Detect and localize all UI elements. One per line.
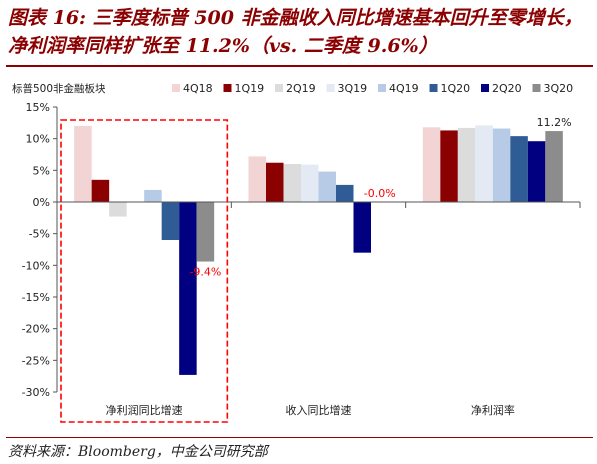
bar-chart: 标普500非金融板块 4Q18 1Q19 2Q19 3Q19 4Q19 1Q20 2Q20 3… — [12, 82, 581, 423]
legend-label-3Q19: 3Q19 — [338, 82, 368, 95]
legend-label-2Q20: 2Q20 — [492, 82, 522, 95]
y-tick-label: -15% — [22, 291, 50, 304]
legend-swatch-2Q20 — [481, 84, 489, 92]
data-labels: -9.4% -0.0% 11.2% — [189, 116, 571, 278]
y-tick-label: -20% — [22, 323, 50, 336]
bar-4Q18-0 — [74, 126, 92, 202]
legend-swatch-2Q19 — [275, 84, 283, 92]
y-axis: 15% 10% 5% 0% -5% -10% -15% -20% -25% -30% — [22, 101, 58, 399]
bar-1Q20-1 — [336, 184, 354, 202]
legend-label-3Q20: 3Q20 — [544, 82, 574, 95]
y-tick-label: -30% — [22, 386, 50, 399]
x-axis: 净利润同比增速 收入同比增速 净利润率 — [57, 201, 581, 417]
bar-3Q19-2 — [475, 125, 493, 202]
legend-label-2Q19: 2Q19 — [286, 82, 316, 95]
bar-1Q20-2 — [510, 136, 528, 202]
legend-label-1Q20: 1Q20 — [441, 82, 471, 95]
bar-4Q19-1 — [318, 171, 336, 202]
legend-label-4Q18: 4Q18 — [183, 82, 213, 95]
bar-4Q18-2 — [422, 127, 441, 202]
data-label-3Q20-0: -9.4% — [189, 266, 221, 279]
y-tick-label: 15% — [26, 101, 50, 114]
figure-title: 图表 16: 三季度标普 500 非金融收入同比增速基本回升至零增长，净利润率同… — [8, 7, 583, 57]
bar-4Q19-0 — [144, 189, 162, 202]
category-label: 净利润同比增速 — [106, 403, 183, 417]
legend-swatch-3Q19 — [326, 84, 335, 92]
y-tick-label: -25% — [22, 354, 50, 367]
bar-1Q19-1 — [266, 162, 284, 202]
category-label: 净利润率 — [471, 403, 515, 417]
bar-1Q20-0 — [161, 202, 180, 240]
bar-2Q20-1 — [353, 202, 371, 253]
bar-2Q20-0 — [179, 202, 197, 375]
chart-unit-label: 标普500非金融板块 — [12, 82, 106, 95]
bar-4Q19-2 — [492, 128, 511, 202]
legend-swatch-1Q20 — [429, 84, 438, 92]
bars — [74, 125, 563, 375]
bar-2Q19-1 — [283, 164, 301, 202]
source-rule — [6, 437, 593, 438]
legend-swatch-3Q20 — [532, 84, 541, 92]
bar-3Q20-2 — [545, 131, 563, 202]
legend-swatch-4Q19 — [378, 84, 386, 92]
bar-1Q19-2 — [440, 130, 458, 202]
bar-2Q20-2 — [527, 141, 546, 202]
bar-3Q19-1 — [301, 164, 319, 202]
y-tick-label: 5% — [33, 164, 50, 177]
title-rule — [6, 65, 593, 67]
chart-legend: 4Q18 1Q19 2Q19 3Q19 4Q19 1Q20 2Q20 3Q20 — [172, 82, 573, 95]
y-tick-label: -5% — [29, 228, 50, 241]
bar-4Q18-1 — [248, 156, 266, 202]
legend-swatch-1Q19 — [223, 84, 232, 92]
legend-label-4Q19: 4Q19 — [389, 82, 419, 95]
bar-1Q19-0 — [91, 179, 110, 202]
source-note: 资料来源：Bloomberg，中金公司研究部 — [8, 444, 268, 460]
bar-2Q19-2 — [457, 127, 476, 202]
y-tick-label: 10% — [26, 133, 50, 146]
bar-3Q20-0 — [196, 202, 215, 262]
category-label: 收入同比增速 — [286, 403, 352, 417]
highlight-box — [60, 119, 229, 423]
bar-2Q19-0 — [109, 202, 127, 217]
y-tick-label: 0% — [33, 196, 50, 209]
legend-swatch-4Q18 — [172, 84, 180, 92]
data-label-3Q20-2: 11.2% — [537, 116, 572, 129]
legend-label-1Q19: 1Q19 — [235, 82, 265, 95]
data-label-3Q20-1: -0.0% — [364, 187, 396, 200]
y-tick-label: -10% — [22, 259, 50, 272]
